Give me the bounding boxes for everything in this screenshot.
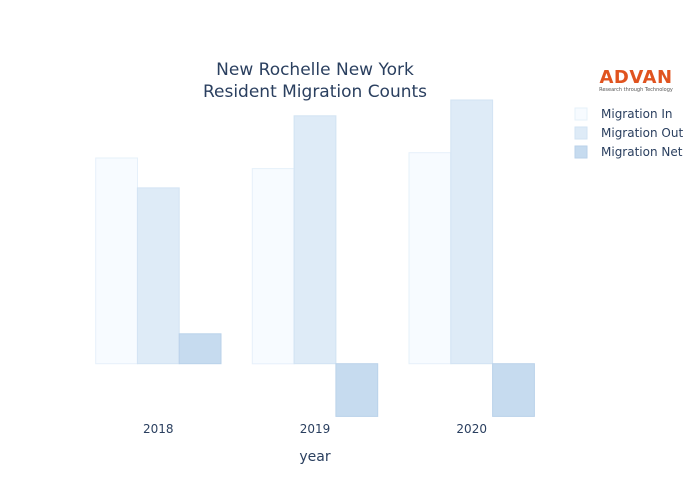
bar-migration-out-2019[interactable] (293, 115, 337, 365)
legend-item-migration-out[interactable]: Migration Out (574, 126, 683, 140)
bar-migration-in-2018[interactable] (95, 157, 138, 365)
legend-item-migration-net[interactable]: Migration Net (574, 145, 683, 159)
legend-swatch (574, 126, 588, 140)
bar-migration-in-2019[interactable] (251, 168, 295, 365)
legend-label: Migration Net (601, 145, 683, 159)
x-tick-label-2020: 2020 (456, 422, 487, 436)
x-tick-label-2018: 2018 (143, 422, 174, 436)
legend-swatch (574, 107, 588, 121)
legend-swatch (574, 145, 588, 159)
chart-title: New Rochelle New York Resident Migration… (203, 60, 427, 102)
legend-item-migration-in[interactable]: Migration In (574, 107, 673, 121)
x-axis-title: year (299, 449, 330, 465)
brand-logo-tagline: Research through Technology (599, 87, 673, 93)
legend-label: Migration In (601, 107, 673, 121)
chart-title-line-1: New Rochelle New York (216, 60, 414, 80)
bar-migration-out-2020[interactable] (450, 99, 494, 365)
bar-migration-net-2018[interactable] (178, 333, 222, 365)
bar-migration-out-2018[interactable] (136, 187, 180, 365)
bar-migration-net-2019[interactable] (335, 363, 379, 417)
x-tick-label-2019: 2019 (300, 422, 331, 436)
x-axis-ticks: 2018 2019 2020 (143, 422, 487, 436)
brand-logo: ADVAN Research through Technology (599, 67, 673, 93)
plot-area (95, 99, 535, 417)
brand-logo-name: ADVAN (599, 67, 672, 88)
bar-migration-in-2020[interactable] (408, 152, 452, 365)
legend: Migration In Migration Out Migration Net (574, 107, 683, 159)
legend-label: Migration Out (601, 126, 683, 140)
chart-title-line-2: Resident Migration Counts (203, 82, 427, 102)
bar-migration-net-2020[interactable] (492, 363, 535, 417)
